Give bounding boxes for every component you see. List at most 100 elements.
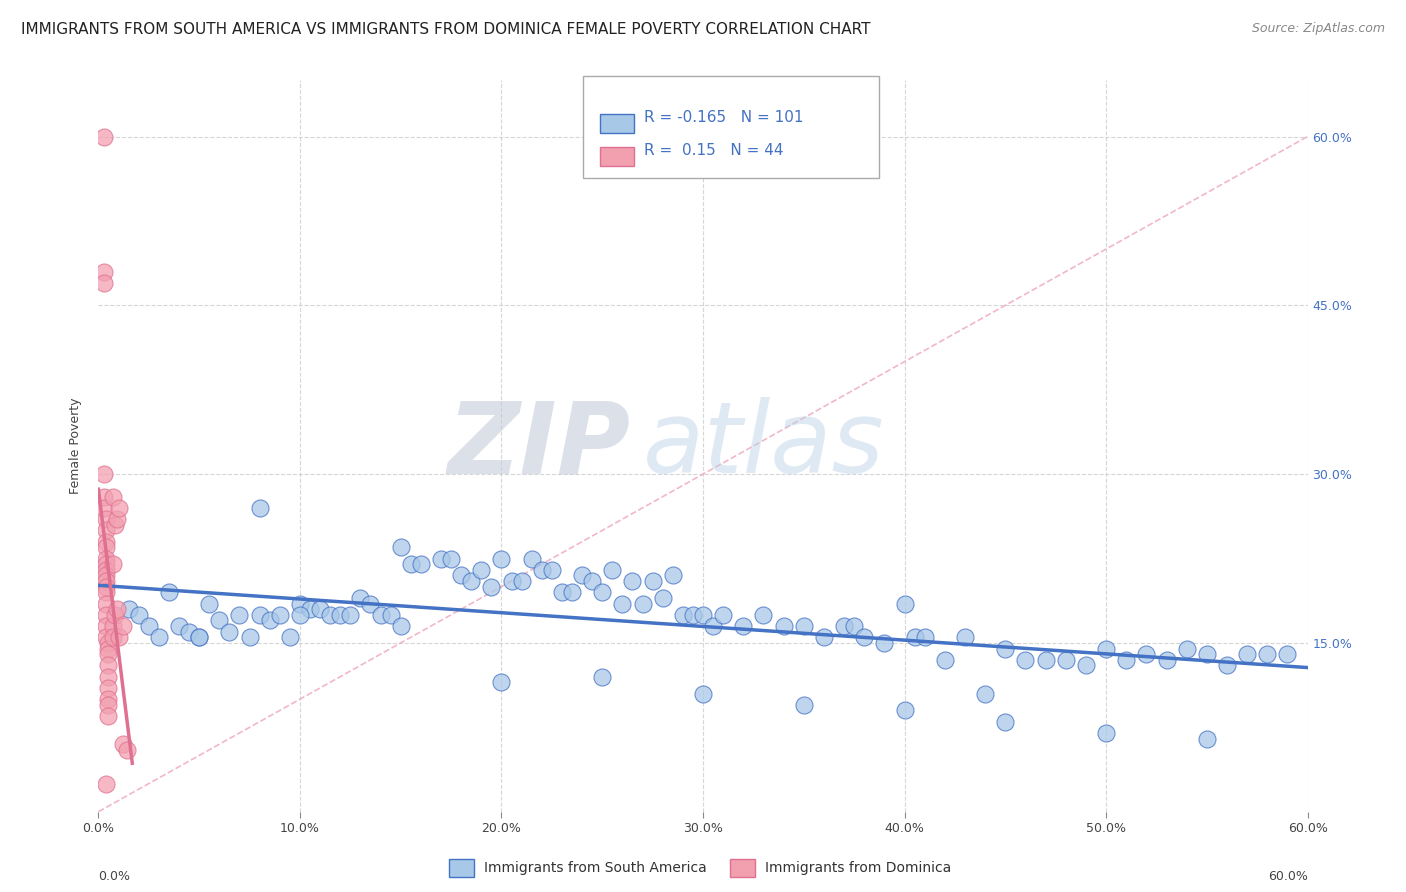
Y-axis label: Female Poverty: Female Poverty [69,398,83,494]
Point [93,276,115,290]
Point [96,776,118,790]
Point [349,591,371,605]
Point [96,557,118,571]
Point [115,743,138,757]
Point [1195,731,1218,746]
Point [1135,647,1157,661]
Point [1095,726,1118,740]
Point [481,580,503,594]
Point [772,619,794,633]
Point [179,624,201,639]
Point [1256,647,1278,661]
Point [793,619,815,633]
Point [218,624,240,639]
Text: R =  0.15   N = 44: R = 0.15 N = 44 [644,144,783,158]
Point [97,698,120,712]
Point [1156,653,1178,667]
Point [148,630,170,644]
Point [914,630,936,644]
Point [702,619,724,633]
Point [360,597,382,611]
Point [470,563,492,577]
Point [612,597,634,611]
Point [1195,647,1218,661]
Point [389,619,412,633]
Point [228,607,250,622]
Point [288,597,311,611]
Point [101,630,124,644]
Point [208,614,231,628]
Point [1035,653,1057,667]
Point [138,619,160,633]
Point [107,630,129,644]
Point [672,607,695,622]
Point [873,636,896,650]
Point [682,607,704,622]
Point [96,630,118,644]
Point [370,607,392,622]
Point [97,692,120,706]
Text: ZIP: ZIP [447,398,630,494]
Point [167,619,190,633]
Point [93,129,115,144]
Point [97,647,120,661]
Text: Immigrants from South America: Immigrants from South America [484,861,706,875]
Point [692,607,714,622]
Point [893,597,915,611]
Point [380,607,402,622]
Point [510,574,533,588]
Point [1074,658,1097,673]
Point [96,607,118,622]
Point [299,602,322,616]
Point [101,619,124,633]
Point [239,630,262,644]
Point [111,737,134,751]
Point [904,630,927,644]
Point [249,500,271,515]
Text: atlas: atlas [643,398,884,494]
Point [96,597,118,611]
Point [520,551,543,566]
Point [96,619,118,633]
Point [389,541,412,555]
Point [188,630,211,644]
Point [661,568,683,582]
Point [105,602,128,616]
Point [641,574,664,588]
Point [96,512,118,526]
Point [651,591,673,605]
Point [97,681,120,695]
Point [711,607,734,622]
Point [953,630,976,644]
Point [309,602,332,616]
Point [1014,653,1036,667]
Point [561,585,583,599]
Point [844,619,866,633]
Point [97,658,120,673]
Point [93,264,115,278]
Point [399,557,422,571]
Point [97,670,120,684]
Point [1115,653,1137,667]
Point [96,541,118,555]
Point [621,574,644,588]
Point [530,563,553,577]
Point [259,614,281,628]
Point [278,630,301,644]
Point [198,597,221,611]
Point [460,574,482,588]
Point [101,557,124,571]
Point [631,597,654,611]
Point [934,653,956,667]
Point [111,619,134,633]
Point [409,557,432,571]
Point [96,524,118,538]
Text: 60.0%: 60.0% [1268,870,1308,883]
Point [540,563,562,577]
Point [157,585,180,599]
Point [118,602,141,616]
Point [319,607,342,622]
Point [974,687,997,701]
Point [96,574,118,588]
Point [733,619,755,633]
